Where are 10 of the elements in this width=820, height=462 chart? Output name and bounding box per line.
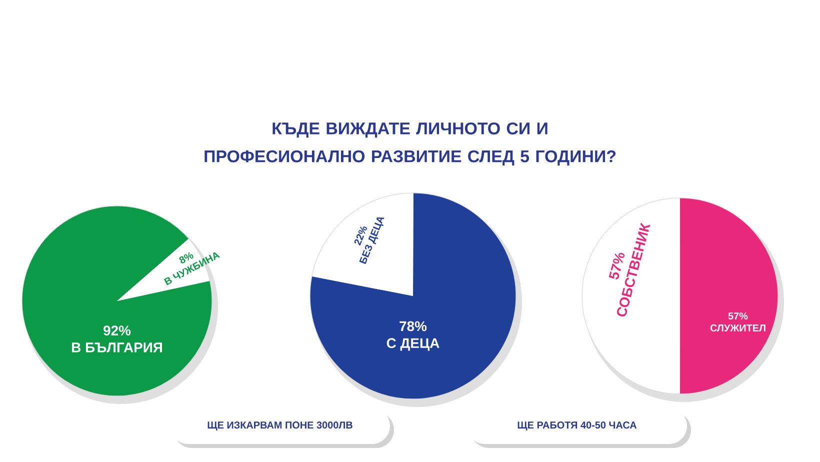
text: ЩЕ РАБОТЯ 40-50 ЧАСА xyxy=(518,422,637,430)
data-label: 57% xyxy=(728,312,748,320)
text: КЪДЕ ВИЖДАТЕ ЛИЧНОТО СИ И ПРОФЕСИОНАЛНО РАЗВИТИЕ СЛЕД 5 ГОДИНИ? xyxy=(204,122,616,166)
data-label: 22% xyxy=(354,226,367,246)
text: ЩЕ ИЗКАРВАМ ПОНЕ 3000ЛВ xyxy=(208,422,352,430)
slice-label: СЛУЖИТЕЛ xyxy=(710,324,766,332)
data-label: 92% xyxy=(104,326,131,336)
slice-label: В БЪЛГАРИЯ xyxy=(72,342,162,352)
data-label: 78% xyxy=(400,321,427,332)
slice-label: С ДЕЦА xyxy=(386,338,440,351)
